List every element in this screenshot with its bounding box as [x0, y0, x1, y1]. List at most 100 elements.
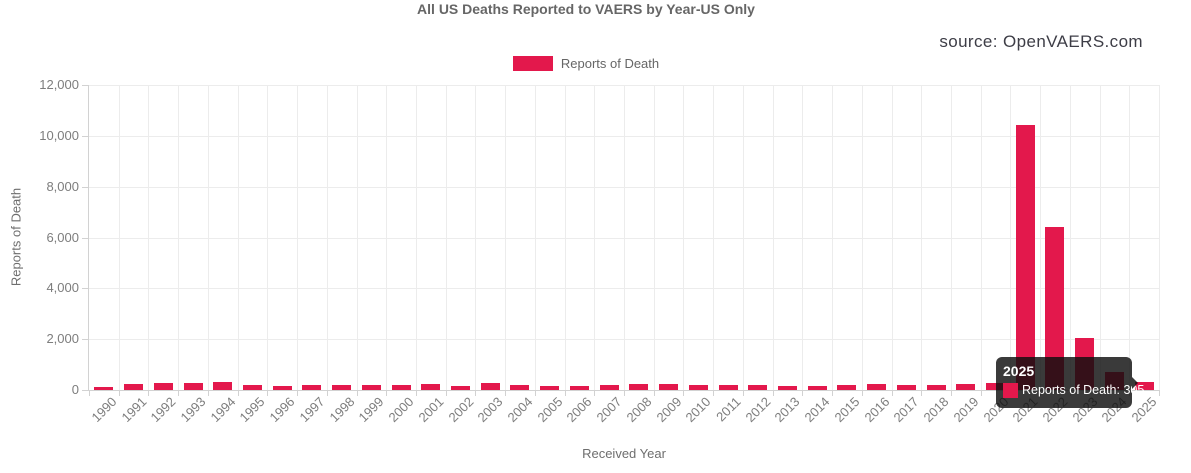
- y-tick-label-4000: 4,000: [46, 280, 79, 295]
- gridline-vertical: [327, 85, 328, 391]
- legend-label: Reports of Death: [560, 56, 660, 71]
- y-axis-tick: [82, 339, 88, 340]
- bar-1995[interactable]: [243, 385, 262, 390]
- gridline-vertical: [1070, 85, 1071, 391]
- x-axis-tick: [505, 391, 506, 396]
- y-axis-tick: [82, 136, 88, 137]
- gridline-vertical: [773, 85, 774, 391]
- x-tick-label-2004: 2004: [504, 394, 536, 426]
- bar-1996[interactable]: [273, 386, 292, 390]
- bar-2018[interactable]: [927, 385, 946, 390]
- bar-2025[interactable]: [1135, 382, 1154, 390]
- x-tick-label-2003: 2003: [474, 394, 506, 426]
- bar-2007[interactable]: [600, 385, 619, 390]
- gridline-vertical: [267, 85, 268, 391]
- x-tick-label-1993: 1993: [177, 394, 209, 426]
- gridline-vertical: [683, 85, 684, 391]
- x-axis-tick: [921, 391, 922, 396]
- source-credit: source: OpenVAERS.com: [939, 32, 1143, 51]
- bar-2021[interactable]: [1016, 125, 1035, 390]
- bar-1994[interactable]: [213, 382, 232, 390]
- bar-2010[interactable]: [689, 385, 708, 390]
- x-tick-label-2012: 2012: [742, 394, 774, 426]
- tooltip-swatch-icon: [1003, 383, 1018, 398]
- bar-2005[interactable]: [540, 386, 559, 390]
- bar-2022[interactable]: [1045, 227, 1064, 390]
- bar-2013[interactable]: [778, 386, 797, 390]
- tooltip-caret-icon: [1132, 376, 1138, 389]
- x-axis-line: [88, 390, 1160, 391]
- x-tick-label-1992: 1992: [147, 394, 179, 426]
- x-axis-tick: [802, 391, 803, 396]
- bar-2019[interactable]: [956, 384, 975, 390]
- bar-2003[interactable]: [481, 383, 500, 390]
- gridline-vertical: [654, 85, 655, 391]
- bar-1992[interactable]: [154, 383, 173, 390]
- x-axis-tick: [178, 391, 179, 396]
- x-axis-tick: [446, 391, 447, 396]
- x-tick-label-2025: 2025: [1128, 394, 1160, 426]
- x-axis-tick: [297, 391, 298, 396]
- x-tick-label-2006: 2006: [563, 394, 595, 426]
- bar-2014[interactable]: [808, 386, 827, 390]
- x-tick-label-2001: 2001: [415, 394, 447, 426]
- x-tick-label-2002: 2002: [445, 394, 477, 426]
- bar-2015[interactable]: [837, 385, 856, 390]
- x-tick-label-2013: 2013: [771, 394, 803, 426]
- x-axis-tick: [208, 391, 209, 396]
- bar-2004[interactable]: [510, 385, 529, 390]
- x-tick-label-2019: 2019: [950, 394, 982, 426]
- gridline-vertical: [713, 85, 714, 391]
- x-tick-label-2009: 2009: [653, 394, 685, 426]
- gridline-vertical: [743, 85, 744, 391]
- x-axis-tick: [1159, 391, 1160, 396]
- y-tick-label-6000: 6,000: [46, 230, 79, 245]
- bar-2000[interactable]: [392, 385, 411, 390]
- bar-1999[interactable]: [362, 385, 381, 390]
- x-axis-tick: [565, 391, 566, 396]
- gridline-vertical: [594, 85, 595, 391]
- gridline-vertical: [505, 85, 506, 391]
- legend[interactable]: Reports of Death: [0, 56, 1172, 71]
- y-axis-tick: [82, 390, 88, 391]
- y-axis-tick: [82, 238, 88, 239]
- x-tick-label-1994: 1994: [207, 394, 239, 426]
- x-tick-label-1991: 1991: [118, 394, 150, 426]
- bar-2006[interactable]: [570, 386, 589, 390]
- y-axis-line: [88, 85, 89, 391]
- bar-2009[interactable]: [659, 384, 678, 390]
- bar-1998[interactable]: [332, 385, 351, 390]
- x-tick-label-1990: 1990: [88, 394, 120, 426]
- x-tick-label-1998: 1998: [326, 394, 358, 426]
- bar-2020[interactable]: [986, 383, 1005, 390]
- y-axis-tick: [82, 85, 88, 86]
- bar-2001[interactable]: [421, 384, 440, 390]
- x-tick-label-2017: 2017: [890, 394, 922, 426]
- gridline-vertical: [416, 85, 417, 391]
- bar-1990[interactable]: [94, 387, 113, 390]
- x-tick-label-1995: 1995: [236, 394, 268, 426]
- bar-2017[interactable]: [897, 385, 916, 390]
- bar-2016[interactable]: [867, 384, 886, 390]
- gridline-vertical: [475, 85, 476, 391]
- bar-1997[interactable]: [302, 385, 321, 390]
- x-tick-label-2015: 2015: [831, 394, 863, 426]
- gridline-vertical: [1040, 85, 1041, 391]
- gridline-vertical: [1129, 85, 1130, 391]
- gridline-vertical: [297, 85, 298, 391]
- gridline-vertical: [802, 85, 803, 391]
- x-axis-tick: [416, 391, 417, 396]
- bar-2011[interactable]: [719, 385, 738, 390]
- bar-1991[interactable]: [124, 384, 143, 390]
- tooltip-label: Reports of Death: 305: [1022, 383, 1145, 397]
- gridline-vertical: [892, 85, 893, 391]
- tooltip-body: Reports of Death: 305: [1003, 383, 1144, 398]
- bar-2008[interactable]: [629, 384, 648, 390]
- bar-1993[interactable]: [184, 383, 203, 390]
- x-axis-tick: [148, 391, 149, 396]
- bar-2012[interactable]: [748, 385, 767, 390]
- x-tick-label-1997: 1997: [296, 394, 328, 426]
- y-tick-label-0: 0: [71, 382, 79, 397]
- gridline-vertical: [951, 85, 952, 391]
- bar-2002[interactable]: [451, 386, 470, 390]
